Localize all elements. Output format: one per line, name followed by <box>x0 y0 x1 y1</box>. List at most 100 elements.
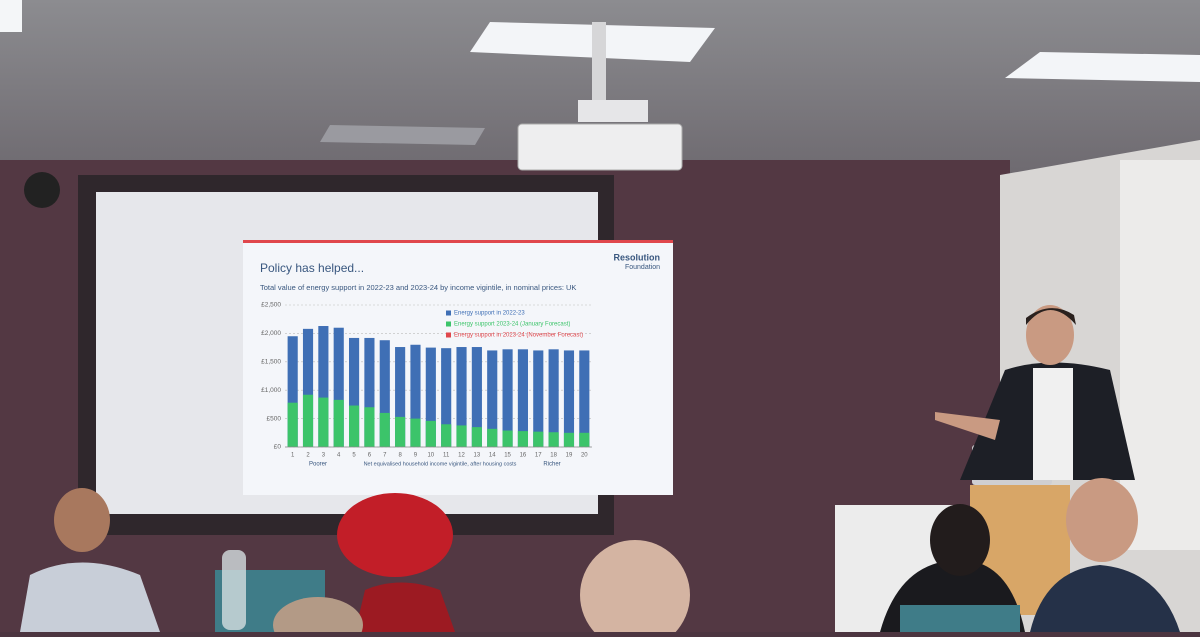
x-tick-label: 20 <box>581 453 588 459</box>
window-blind <box>1120 160 1200 550</box>
bar <box>287 402 298 447</box>
bar <box>302 328 314 447</box>
bar <box>395 416 406 447</box>
bar <box>333 327 344 447</box>
projector-mount <box>578 100 648 122</box>
x-tick-label: 3 <box>322 453 326 459</box>
logo: Resolution <box>614 252 661 262</box>
bar <box>471 427 482 447</box>
bar <box>517 349 528 447</box>
bar <box>533 350 544 447</box>
x-tick-label: 12 <box>458 453 465 459</box>
x-tick-label: 7 <box>383 453 387 459</box>
x-tick-label: 15 <box>504 453 511 459</box>
x-tick-label: 16 <box>520 453 527 459</box>
x-tick-label: 6 <box>368 453 372 459</box>
speaker-shirt <box>1033 368 1073 480</box>
bar <box>410 344 421 447</box>
bar <box>502 430 513 447</box>
slide-accent <box>243 240 673 243</box>
bar <box>425 420 436 447</box>
bar <box>349 337 360 447</box>
x-tick-label: 13 <box>474 453 481 459</box>
x-tick-label: 2 <box>306 453 310 459</box>
audience-person <box>1030 565 1180 632</box>
bar <box>287 336 298 447</box>
audience-person <box>20 562 160 632</box>
bar <box>487 350 498 447</box>
x-tick-label: 9 <box>414 453 418 459</box>
y-tick-label: £2,500 <box>261 302 281 309</box>
x-axis-label: Richer <box>543 462 560 468</box>
audience-head <box>54 488 110 552</box>
bar <box>456 425 467 447</box>
x-tick-label: 10 <box>427 453 434 459</box>
x-tick-label: 19 <box>566 453 573 459</box>
audience-person <box>355 582 455 632</box>
bar <box>425 347 436 447</box>
bar <box>563 432 575 447</box>
x-tick-label: 14 <box>489 453 496 459</box>
bar <box>364 337 375 447</box>
bar <box>487 428 498 447</box>
bar <box>579 432 590 447</box>
audience-head <box>930 504 990 576</box>
bar <box>456 347 467 447</box>
y-tick-label: £1,500 <box>261 359 281 366</box>
bar <box>379 412 390 447</box>
chart: £0 £500 £1,000 £1,500 £2,000 £2,500 Energy sup… <box>261 302 592 468</box>
y-tick-label: £2,000 <box>261 330 281 337</box>
legend-swatch <box>446 310 451 316</box>
camera <box>24 172 60 208</box>
x-tick-label: 1 <box>291 453 295 459</box>
bar <box>395 347 406 447</box>
legend-swatch <box>446 332 451 338</box>
bar <box>318 397 329 447</box>
ceiling-vent <box>320 125 485 145</box>
x-tick-label: 8 <box>398 453 402 459</box>
bar <box>533 431 544 447</box>
projector <box>517 123 683 171</box>
speaker-hair <box>1026 308 1076 325</box>
bar <box>379 340 390 447</box>
x-axis-label: Net equivalised household income viginti… <box>364 461 517 467</box>
legend-swatch <box>446 321 451 327</box>
chair <box>900 605 1020 632</box>
speaker-arm <box>935 412 1000 440</box>
legend-label: Energy support in 2022-23 <box>454 311 525 317</box>
audience-head <box>273 597 363 637</box>
y-tick-label: £0 <box>274 444 282 451</box>
bar <box>579 350 590 447</box>
bar <box>318 326 329 447</box>
bar <box>333 399 344 447</box>
legend-label: Energy support 2023-24 (January Forecast… <box>454 322 570 328</box>
logo: Foundation <box>625 264 660 271</box>
slide-subtitle: Total value of energy support in 2022-23… <box>260 283 576 292</box>
bar <box>364 407 375 447</box>
bar <box>349 405 360 447</box>
x-tick-label: 18 <box>550 453 557 459</box>
audience-head <box>1066 478 1138 562</box>
bar <box>548 432 559 447</box>
bar <box>563 350 575 447</box>
speaker-head <box>1026 305 1074 365</box>
x-tick-label: 17 <box>535 453 542 459</box>
y-tick-label: £1,000 <box>261 387 281 394</box>
bar <box>441 348 452 447</box>
bar <box>471 347 482 447</box>
bar <box>441 424 452 447</box>
x-tick-label: 11 <box>443 453 450 459</box>
bar <box>548 349 559 447</box>
x-axis-label: Poorer <box>309 462 327 468</box>
bar <box>410 418 421 447</box>
legend-label: Energy support in 2023-24 (November Fore… <box>454 333 583 339</box>
y-tick-label: £500 <box>267 415 282 422</box>
x-tick-label: 4 <box>337 453 341 459</box>
slide-title: Policy has helped... <box>260 261 364 275</box>
projector-mount <box>592 22 606 102</box>
bar <box>302 394 314 447</box>
red-hat <box>337 493 453 577</box>
water-bottle <box>222 550 246 630</box>
ceiling-light <box>1005 52 1200 82</box>
